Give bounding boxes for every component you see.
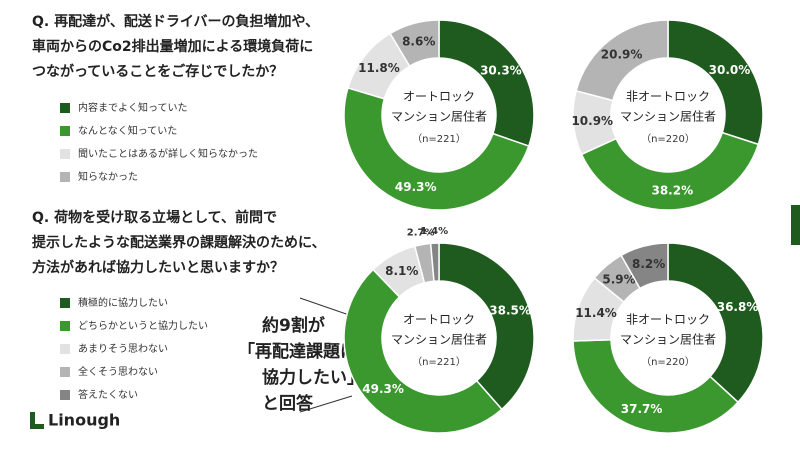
value-label: 1.4%: [420, 226, 448, 237]
donut-segment: [572, 339, 740, 434]
value-label: 49.3%: [395, 180, 437, 194]
center-label: マンション居住者: [391, 333, 487, 347]
question-text: 提示したような配送業界の課題解決のために、: [32, 234, 326, 251]
donut-segment: [667, 19, 764, 146]
legend-swatch: [60, 126, 70, 136]
value-label: 20.9%: [601, 47, 643, 61]
value-label: 38.2%: [651, 183, 693, 197]
center-label: オートロック: [403, 313, 475, 327]
value-label: 8.6%: [402, 34, 435, 48]
donut-segment: [438, 242, 535, 411]
legend-label: 全くそう思わない: [78, 365, 158, 378]
callout-text: 約9割が: [262, 315, 325, 336]
logo: Linough: [30, 411, 120, 430]
legend-swatch: [60, 298, 70, 308]
callout-line: [299, 297, 353, 317]
center-label: マンション居住者: [620, 110, 716, 124]
value-label: 38.5%: [489, 304, 531, 318]
sample-size: （n=221）: [412, 133, 466, 145]
value-label: 2.7%: [407, 228, 435, 239]
question-text: 方法があれば協力したいと思いますか？: [32, 259, 284, 276]
question-text: Q. 再配達が、配送ドライバーの負担増加や、: [32, 13, 319, 30]
donut-segment: [580, 131, 760, 211]
question-text: 車両からのCo2排出量増加による環境負荷に: [32, 38, 313, 55]
value-label: 10.9%: [571, 114, 613, 128]
center-label: マンション居住者: [391, 110, 487, 124]
donut-segment: [667, 242, 764, 404]
sample-size: （n=220）: [641, 133, 695, 145]
sample-size: （n=220）: [641, 356, 695, 368]
callout-text: 協力したい」: [262, 367, 364, 388]
legend-label: 積極的に協力したい: [78, 296, 168, 309]
center-label: 非オートロック: [626, 90, 710, 104]
legend-label: 内容までよく知っていた: [78, 101, 188, 114]
donut-segment: [343, 86, 530, 211]
donut-segment: [429, 242, 440, 283]
legend-label: 知らなかった: [78, 170, 138, 183]
center-label: オートロック: [403, 90, 475, 104]
sample-size: （n=221）: [412, 356, 466, 368]
logo-icon: [30, 412, 44, 429]
callout-line: [299, 395, 353, 413]
callout-text: と回答: [262, 393, 314, 414]
donut-segment: [575, 19, 669, 102]
value-label: 37.7%: [621, 402, 663, 416]
value-label: 5.9%: [602, 272, 635, 286]
legend-label: あまりそう思わない: [78, 343, 168, 355]
legend-swatch: [60, 172, 70, 182]
edge-accent: [791, 205, 800, 245]
legend-swatch: [60, 149, 70, 159]
legend-label: 答えたくない: [78, 388, 138, 401]
donut-segment: [389, 19, 440, 68]
legend-label: どちらかというと協力したい: [78, 319, 208, 332]
value-label: 11.8%: [358, 61, 400, 75]
legend-label: 聞いたことはあるが詳しく知らなかった: [78, 147, 258, 160]
value-label: 30.3%: [480, 63, 522, 77]
donut-segment: [438, 19, 535, 148]
legend-swatch: [60, 103, 70, 113]
callout-text: 「再配達課題に: [238, 341, 357, 362]
question-text: つながっていることをご存じでしたか？: [32, 63, 283, 80]
donut-segment: [620, 242, 669, 290]
value-label: 49.3%: [362, 382, 404, 396]
logo-text: Linough: [48, 411, 120, 430]
legend-swatch: [60, 390, 70, 400]
donut-segment: [343, 268, 503, 434]
legend-swatch: [60, 367, 70, 377]
legend-label: なんとなく知っていた: [78, 124, 177, 137]
legend-swatch: [60, 344, 70, 354]
value-label: 11.4%: [575, 306, 617, 320]
question-text: Q. 荷物を受け取る立場として、前問で: [32, 209, 277, 226]
legend-swatch: [60, 321, 70, 331]
value-label: 36.8%: [717, 300, 759, 314]
center-label: 非オートロック: [626, 313, 710, 327]
value-label: 30.0%: [709, 63, 751, 77]
value-label: 8.2%: [632, 257, 665, 271]
center-label: マンション居住者: [620, 333, 716, 347]
value-label: 8.1%: [385, 264, 418, 278]
